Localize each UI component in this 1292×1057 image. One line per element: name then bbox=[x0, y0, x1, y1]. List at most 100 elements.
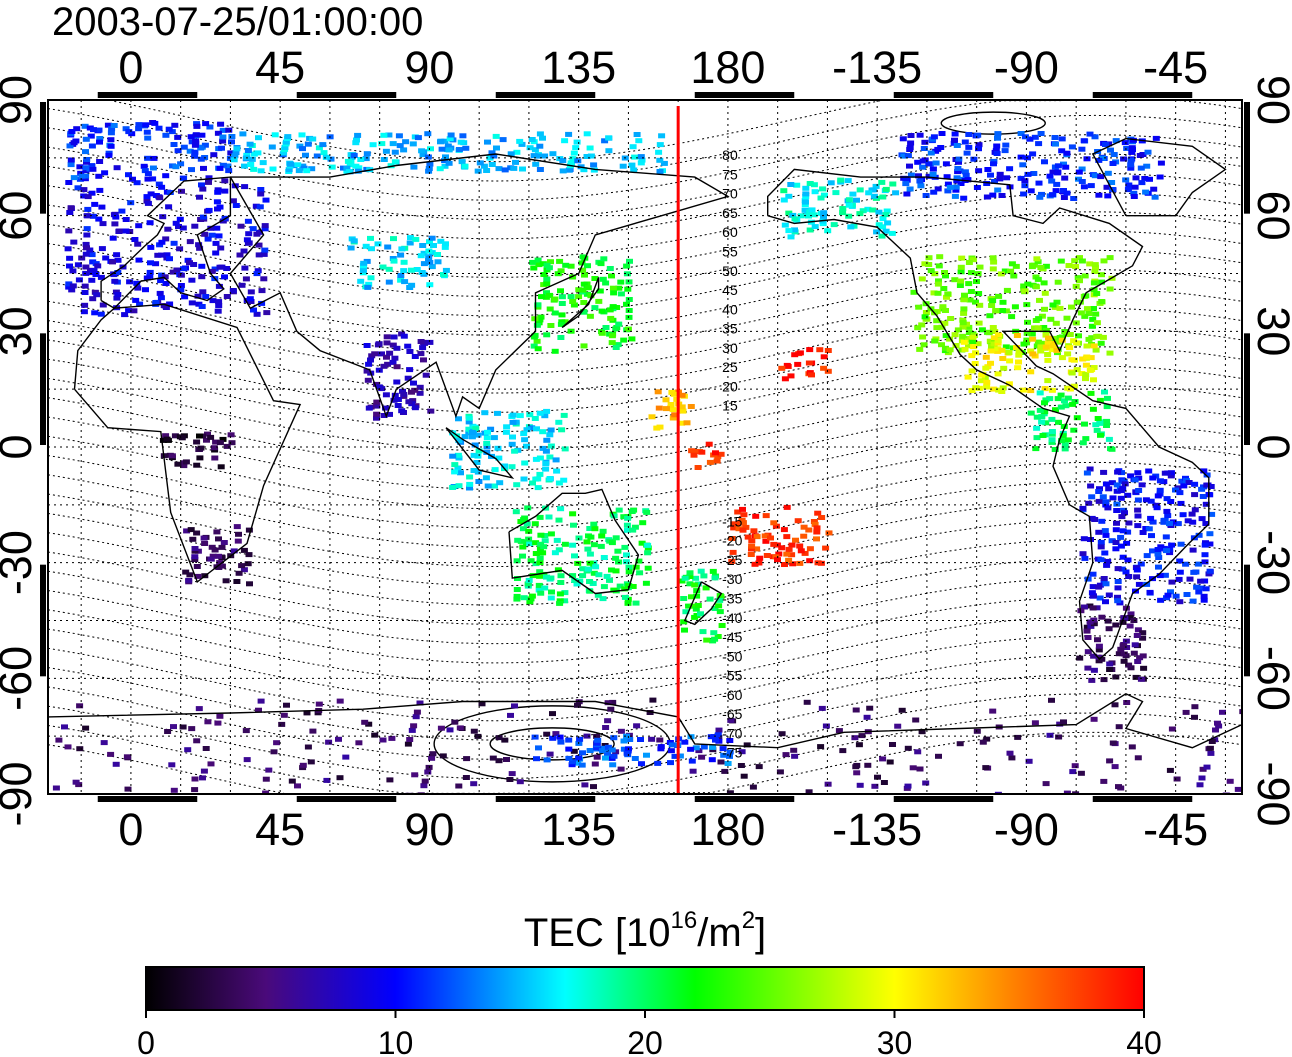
tec-cell bbox=[1000, 365, 1008, 371]
tec-cell bbox=[802, 194, 810, 200]
tec-cell bbox=[1154, 551, 1162, 557]
tec-cell bbox=[1001, 148, 1009, 154]
tec-cell bbox=[570, 748, 578, 754]
colorbar-tick-label: 40 bbox=[1126, 1025, 1162, 1057]
tec-cell bbox=[180, 266, 187, 272]
tec-cell bbox=[1176, 490, 1184, 496]
tec-cell bbox=[560, 412, 568, 418]
left-lat-tick-label: -90 bbox=[0, 761, 41, 826]
tec-cell bbox=[245, 527, 253, 533]
tec-cell bbox=[1062, 403, 1070, 409]
tec-cell bbox=[976, 302, 984, 308]
tec-cell bbox=[726, 749, 734, 755]
tec-cell bbox=[487, 426, 495, 432]
tec-cell bbox=[699, 629, 707, 635]
tec-cell bbox=[808, 372, 815, 378]
tec-cell bbox=[261, 226, 269, 232]
tec-cell bbox=[785, 228, 793, 234]
tec-cell bbox=[1098, 279, 1105, 285]
right-lat-tick-label: 60 bbox=[1248, 191, 1292, 241]
tec-cell bbox=[1164, 470, 1172, 476]
tec-cell bbox=[878, 179, 886, 185]
tec-cell bbox=[608, 333, 616, 339]
tec-cell bbox=[1062, 164, 1070, 170]
tec-cell bbox=[133, 180, 141, 186]
tec-cell bbox=[587, 293, 595, 299]
tec-cell bbox=[1087, 483, 1095, 489]
tec-cell bbox=[813, 529, 821, 535]
tec-cell bbox=[597, 261, 605, 267]
tec-cell bbox=[394, 397, 402, 402]
tec-cell bbox=[557, 335, 565, 340]
tec-cell bbox=[694, 465, 702, 470]
tec-cell bbox=[396, 143, 404, 149]
tec-cell bbox=[824, 368, 832, 374]
tec-cell bbox=[1077, 770, 1085, 776]
tec-cell bbox=[541, 413, 549, 419]
tec-cell bbox=[770, 520, 778, 526]
tec-cell bbox=[1137, 676, 1145, 682]
tec-cell bbox=[1135, 488, 1143, 493]
tec-cell bbox=[960, 339, 968, 345]
tec-cell bbox=[233, 524, 241, 530]
tec-cell bbox=[1161, 572, 1169, 578]
tec-cell bbox=[1048, 431, 1056, 437]
tec-cell bbox=[437, 725, 445, 731]
tec-cell bbox=[1081, 421, 1088, 427]
tec-cell bbox=[941, 320, 949, 326]
tec-cell bbox=[1069, 401, 1077, 407]
tec-cell bbox=[583, 539, 591, 545]
tec-cell bbox=[942, 308, 949, 313]
tec-cell bbox=[193, 530, 201, 536]
tec-cell bbox=[1028, 331, 1036, 337]
tec-cell bbox=[70, 239, 78, 245]
tec-cell bbox=[336, 698, 344, 704]
tec-cell bbox=[459, 133, 467, 139]
tec-cell bbox=[688, 448, 696, 454]
tec-cell bbox=[141, 168, 149, 174]
tec-cell bbox=[1044, 352, 1052, 357]
tec-cell bbox=[461, 434, 469, 440]
tec-cell bbox=[604, 744, 612, 750]
tec-cell bbox=[975, 320, 983, 326]
tec-cell bbox=[1102, 481, 1110, 487]
tec-cell bbox=[1104, 505, 1112, 511]
tec-cell bbox=[1063, 315, 1071, 321]
tec-cell bbox=[927, 268, 935, 274]
figure-title: 2003-07-25/01:00:00 bbox=[52, 0, 423, 44]
tec-cell bbox=[625, 297, 633, 302]
tec-cell bbox=[529, 480, 536, 486]
tec-cell bbox=[820, 210, 828, 216]
tec-cell bbox=[878, 233, 886, 239]
right-latitude-axis: 9060300-30-60-90 bbox=[1248, 75, 1292, 827]
tec-cell bbox=[729, 549, 737, 555]
tec-cell bbox=[294, 783, 301, 789]
frame-bar bbox=[40, 564, 46, 677]
tec-cell bbox=[1014, 365, 1022, 371]
tec-cell bbox=[1130, 194, 1138, 199]
tec-cell bbox=[960, 310, 968, 316]
tec-cell bbox=[511, 448, 519, 454]
tec-cell bbox=[523, 427, 531, 433]
tec-cell bbox=[570, 522, 577, 528]
tec-cell bbox=[1138, 180, 1146, 186]
tec-cell bbox=[172, 164, 180, 170]
tec-cell bbox=[254, 268, 262, 274]
tec-cell bbox=[1132, 175, 1140, 181]
tec-cell bbox=[503, 424, 511, 430]
tec-cell bbox=[600, 555, 608, 560]
tec-cell bbox=[925, 173, 933, 179]
tec-cell bbox=[1029, 151, 1037, 157]
tec-cell bbox=[365, 721, 373, 727]
tec-cell bbox=[1084, 306, 1091, 312]
tec-cell bbox=[987, 360, 994, 366]
tec-cell bbox=[451, 462, 459, 468]
tec-cell bbox=[816, 347, 824, 353]
top-lon-tick-label: 135 bbox=[541, 42, 616, 93]
tec-cell bbox=[953, 175, 961, 181]
top-lon-tick-label: -135 bbox=[832, 42, 922, 93]
tec-cell bbox=[959, 333, 967, 339]
tec-cell bbox=[690, 452, 698, 458]
tec-cell bbox=[260, 251, 268, 257]
tec-cell bbox=[181, 294, 189, 300]
